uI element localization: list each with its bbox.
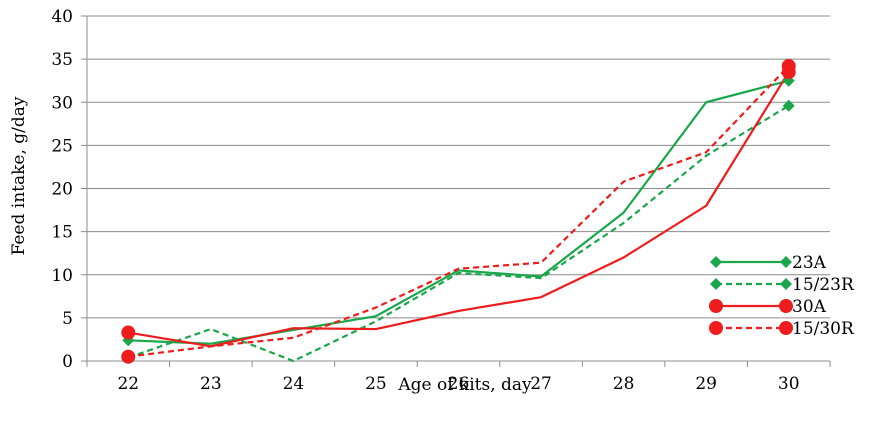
- legend-marker: [779, 299, 793, 313]
- axes: [81, 15, 831, 367]
- y-tick-label: 35: [51, 50, 73, 70]
- x-tick-label: 29: [695, 374, 717, 394]
- legend-label: 30A: [792, 297, 827, 317]
- y-tick-label: 10: [51, 266, 73, 286]
- data-point-marker: [121, 325, 136, 340]
- y-tick-label: 40: [51, 7, 73, 27]
- legend-marker: [779, 321, 793, 335]
- series-line-30a: [128, 71, 790, 348]
- x-tick-label: 24: [283, 374, 305, 394]
- y-tick-label: 5: [62, 309, 73, 329]
- x-tick-labels: 22 23 24 25 26 27 28 29 30: [117, 374, 799, 394]
- y-axis-title: Feed intake, g/day: [9, 96, 29, 255]
- legend-label: 23A: [792, 253, 827, 273]
- legend-marker: [709, 321, 723, 335]
- x-tick-label: 26: [448, 374, 470, 394]
- series-line-15-23r: [127, 104, 790, 363]
- series-line-15-30r: [128, 65, 790, 358]
- y-tick-label: 25: [51, 136, 73, 156]
- x-tick-label: 22: [117, 374, 139, 394]
- data-point-marker: [782, 99, 795, 112]
- x-tick-label: 25: [365, 374, 387, 394]
- y-tick-label: 20: [51, 180, 73, 200]
- data-point-marker: [121, 349, 136, 364]
- x-tick-label: 23: [200, 374, 222, 394]
- legend-marker: [780, 256, 792, 268]
- y-tick-label: 30: [51, 93, 73, 113]
- legend-marker: [710, 278, 722, 290]
- data-point-marker: [781, 59, 796, 74]
- gridlines: [87, 15, 830, 319]
- legend-label: 15/23R: [792, 275, 855, 295]
- legend-marker: [780, 278, 792, 290]
- series-markers: [121, 59, 796, 364]
- y-tick-label: 15: [51, 223, 73, 243]
- x-tick-label: 28: [613, 374, 635, 394]
- series-lines: [127, 65, 790, 363]
- series-line-23a: [128, 79, 790, 345]
- x-axis-title: Age of kits, day: [397, 375, 532, 395]
- legend-marker: [709, 299, 723, 313]
- y-tick-labels: 0 5 10 15 20 25 30 35 40: [51, 7, 73, 372]
- legend-marker: [710, 256, 722, 268]
- legend-label: 15/30R: [792, 319, 855, 339]
- x-tick-label: 27: [530, 374, 552, 394]
- x-tick-label: 30: [778, 374, 800, 394]
- y-tick-label: 0: [62, 352, 73, 372]
